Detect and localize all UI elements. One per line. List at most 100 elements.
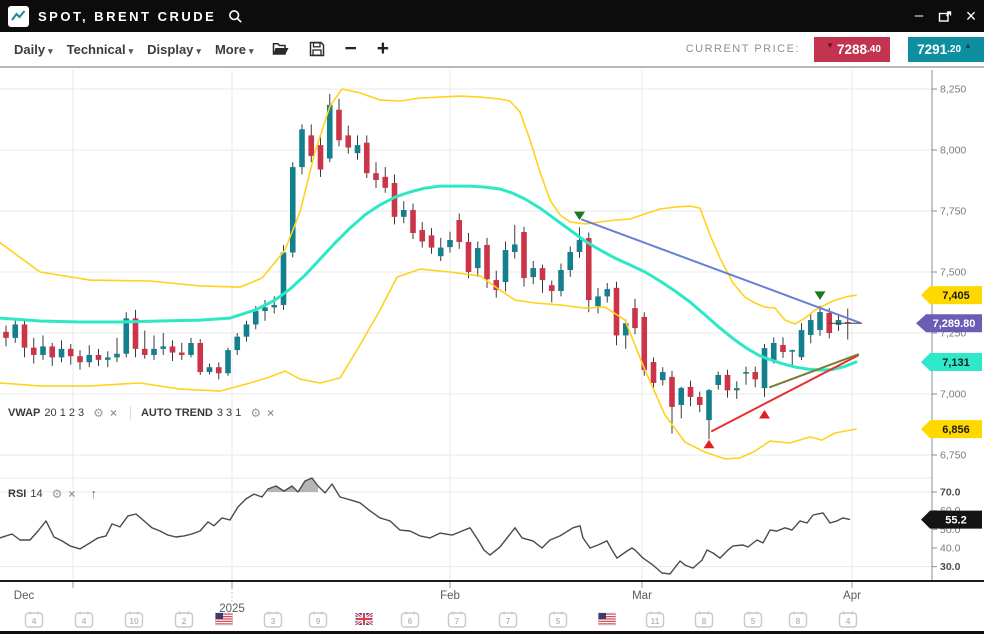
candle [410,210,416,233]
window-title: SPOT, BRENT CRUDE [38,8,217,24]
calendar-icon[interactable] [838,612,858,628]
axis-price-badge [921,420,982,439]
calendar-day-label: 11 [651,616,660,626]
calendar-icon[interactable] [74,612,94,628]
axis-price-badge [921,510,982,529]
candle [696,396,703,405]
rsi-move-up-icon[interactable]: ↑ [90,486,97,501]
minimize-button[interactable]: – [914,7,924,24]
calendar-icon[interactable] [124,612,144,628]
rsi-line [0,477,851,575]
candle [770,343,777,361]
candle [12,324,19,338]
calendar-icon[interactable] [263,612,283,628]
price-tick-label: 8,250 [940,84,966,96]
candle [243,324,250,337]
axis-badge-label: 6,856 [942,424,970,436]
axis-price-badge [916,314,982,333]
zoom-in-button[interactable]: + [376,37,390,60]
rsi-settings-gear-icon[interactable]: ⚙ [51,486,63,501]
current-price-label: CURRENT PRICE: [685,43,800,55]
calendar-day-label: 7 [455,616,460,626]
candle [724,374,731,391]
auto-trend-label: AUTO TREND [140,407,213,419]
vwap-settings-gear-icon[interactable]: ⚙ [93,406,104,420]
auto-trend-remove-icon[interactable]: × [267,406,275,420]
calendar-icon[interactable] [308,612,328,628]
candle [354,145,361,154]
calendar-icon[interactable] [548,612,568,628]
calendar-day-label: 2 [182,616,187,626]
candle [807,320,814,335]
auto-trend-line[interactable] [769,353,859,389]
candle [659,372,666,381]
calendar-icon[interactable] [694,612,714,628]
calendar-icon[interactable] [645,612,665,628]
candle [336,109,342,141]
app-logo-icon [8,5,29,27]
calendar-icon[interactable] [400,612,420,628]
search-icon[interactable] [228,9,243,24]
candle [132,318,139,349]
close-button[interactable]: × [965,6,977,26]
open-folder-icon[interactable] [272,41,291,57]
axis-badge-label: 7,131 [942,357,970,369]
candle [67,348,74,357]
menu-more[interactable]: More ▾ [214,41,254,57]
candle [363,142,370,174]
calendar-icon[interactable] [743,612,763,628]
candle [622,323,629,336]
calendar-icon[interactable] [788,612,808,628]
candle [530,268,537,278]
calendar-icon[interactable] [174,612,194,628]
calendar-day-label: 7 [506,616,511,626]
menu-display[interactable]: Display ▾ [147,41,201,57]
calendar-day-label: 4 [32,616,37,626]
menu-technical[interactable]: Technical ▾ [66,41,134,57]
candle [30,347,37,355]
zoom-out-button[interactable]: − [344,37,357,60]
candle [326,104,333,159]
candle [493,280,500,291]
chevron-down-icon: ▾ [249,45,254,56]
candle [817,312,823,331]
calendar-icon[interactable] [24,612,44,628]
candle [391,182,398,217]
candle [114,353,120,358]
candle [262,307,268,312]
downtrend-line[interactable] [581,218,861,324]
save-icon[interactable] [309,41,325,57]
candle [151,348,157,355]
rsi-remove-icon[interactable]: × [68,486,76,501]
chevron-down-icon: ▾ [196,45,201,56]
candle [428,235,435,248]
menu-daily[interactable]: Daily ▾ [14,41,53,57]
vwap-label: VWAP [8,407,41,419]
candle [798,330,805,358]
overlay-indicator-bar: VWAP 20 1 2 3 ⚙ × AUTO TREND 3 3 1 ⚙ × [8,406,277,420]
candle [641,316,648,371]
candle [373,173,379,181]
candle [95,354,102,360]
calendar-icon[interactable] [447,612,467,628]
candle [835,320,842,325]
candle [58,348,65,358]
uptrend-line[interactable] [711,354,859,433]
auto-trend-params: 3 3 1 [216,407,242,419]
candle [141,348,148,355]
auto-trend-settings-gear-icon[interactable]: ⚙ [250,406,262,420]
popout-button[interactable] [932,0,958,32]
month-label: Feb [440,590,460,602]
price-up-icon: ▲ [964,40,972,50]
candle [576,240,583,252]
candle [484,244,490,280]
bollinger-lower-band [0,268,857,460]
candle [502,250,509,283]
candle [706,390,712,421]
candle [632,308,638,329]
candle [465,241,472,272]
vwap-remove-icon[interactable]: × [109,406,117,420]
rsi-tick-label: 70.0 [940,487,961,499]
calendar-icon[interactable] [498,612,518,628]
